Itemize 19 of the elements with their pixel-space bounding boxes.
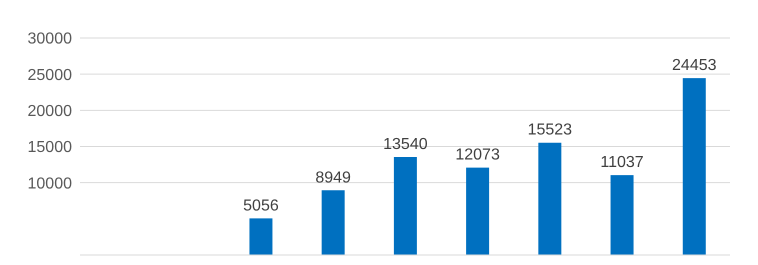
bar — [322, 190, 345, 255]
bar — [538, 142, 562, 255]
y-tick-label: 20000 — [28, 103, 72, 120]
bar — [466, 168, 490, 255]
data-label: 12073 — [455, 146, 500, 164]
y-tick-label: 25000 — [28, 66, 72, 84]
data-label: 15523 — [528, 122, 572, 139]
bar — [394, 157, 417, 255]
data-label: 11037 — [600, 154, 644, 172]
data-label: 24453 — [672, 57, 717, 74]
data-label: 13540 — [383, 136, 428, 154]
data-label: 5056 — [243, 197, 279, 214]
y-tick-label: 15000 — [28, 139, 72, 156]
bar — [682, 78, 706, 255]
bar — [610, 175, 634, 255]
y-tick-label: 10000 — [28, 175, 72, 192]
y-tick-label: 30000 — [28, 30, 72, 48]
bar — [249, 218, 272, 255]
data-label: 8949 — [315, 169, 352, 186]
